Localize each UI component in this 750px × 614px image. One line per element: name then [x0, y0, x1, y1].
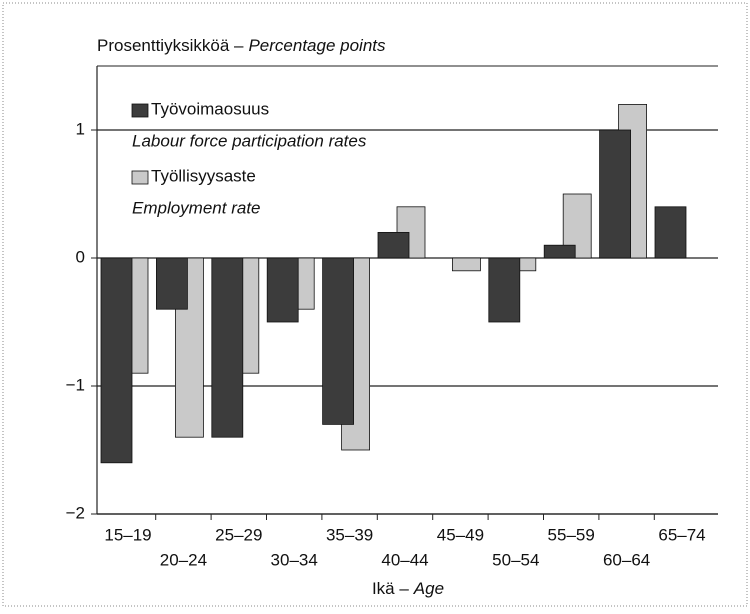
x-label-en: Age	[413, 579, 444, 598]
bar	[174, 257, 204, 438]
x-tick-label: 65–74	[658, 525, 705, 544]
bar	[100, 257, 133, 464]
legend-swatch	[131, 170, 149, 185]
bar	[543, 244, 576, 259]
y-tick-label: −2	[66, 503, 85, 522]
legend-label: Työvoimaosuus	[151, 99, 269, 118]
bar	[266, 257, 299, 323]
bar	[451, 257, 481, 272]
x-tick-label: 35–39	[326, 525, 373, 544]
bar	[377, 231, 410, 259]
y-tick-label: 0	[76, 247, 85, 266]
title-en: Percentage points	[248, 36, 386, 55]
x-tick-label: 15–19	[104, 525, 151, 544]
chart-title: Prosenttiyksikköä – Percentage points	[97, 36, 386, 55]
x-axis-label: Ikä – Age	[372, 579, 444, 598]
title-fi: Prosenttiyksikköä –	[97, 36, 244, 55]
x-tick-label: 25–29	[215, 525, 262, 544]
bar	[599, 129, 631, 259]
legend-label: Työllisyysaste	[151, 166, 256, 185]
bar	[654, 206, 687, 259]
bar	[155, 257, 188, 310]
x-label-fi: Ikä –	[372, 579, 409, 598]
x-tick-label: 20–24	[160, 550, 207, 569]
bar	[488, 257, 521, 323]
y-tick-label: 1	[76, 119, 85, 138]
legend-label-en: Employment rate	[132, 198, 261, 217]
bar	[211, 257, 244, 438]
bar	[322, 257, 355, 425]
x-tick-label: 30–34	[271, 550, 318, 569]
x-tick-label: 55–59	[548, 525, 595, 544]
x-tick-label: 50–54	[492, 550, 539, 569]
legend-label-en: Labour force participation rates	[132, 131, 367, 150]
x-tick-label: 40–44	[381, 550, 428, 569]
legend-swatch	[131, 103, 149, 118]
y-tick-label: −1	[66, 375, 85, 394]
x-tick-label: 45–49	[437, 525, 484, 544]
x-tick-label: 60–64	[603, 550, 650, 569]
